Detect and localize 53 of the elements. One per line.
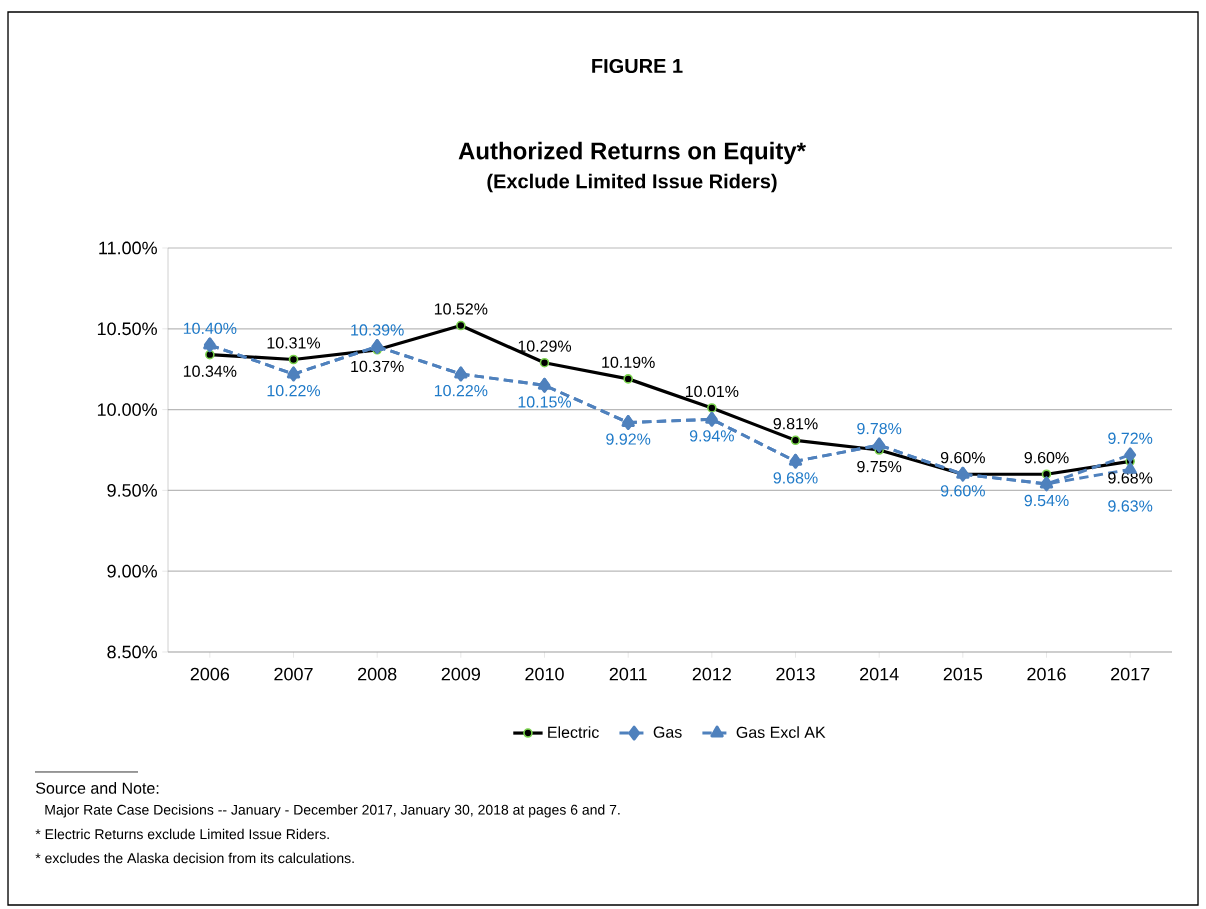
y-tick-label: 11.00% — [99, 241, 157, 255]
data-label: 9.94% — [689, 430, 734, 442]
caption: FIGURE 1 — [592, 58, 683, 74]
data-label: 10.22% — [434, 384, 488, 397]
data-label: 9.60% — [940, 485, 985, 497]
data-label: 9.75% — [857, 460, 902, 473]
text: * excludes the Alaska decision from its calculations. — [35, 852, 354, 864]
data-label: 10.37% — [351, 360, 404, 373]
x-tick-label: 2015 — [943, 667, 983, 681]
data-label: 10.22% — [267, 384, 321, 397]
x-tick-label: 2010 — [525, 667, 564, 681]
x-tick-label: 2006 — [190, 667, 230, 681]
y-tick-label: 9.00% — [107, 564, 157, 578]
legend-label: Gas Excl AK — [736, 726, 826, 738]
data-label: 10.15% — [518, 396, 572, 408]
data-label: 9.92% — [606, 433, 651, 445]
x-tick-label: 2007 — [274, 667, 313, 681]
data-label: 10.19% — [602, 356, 655, 368]
y-tick-label: 10.00% — [97, 403, 157, 416]
data-label: 9.78% — [857, 422, 902, 435]
text: Major Rate Case Decisions -- January - December 2017, January 30, 2018 at pages 6 and 7. — [45, 804, 620, 818]
data-label: 9.60% — [940, 451, 985, 464]
y-tick-label: 8.50% — [107, 645, 157, 659]
data-label: 10.39% — [351, 324, 404, 336]
x-tick-label: 2012 — [692, 667, 731, 681]
data-label: 9.60% — [1024, 451, 1069, 464]
x-tick-label: 2014 — [860, 667, 899, 681]
data-label: 9.54% — [1024, 494, 1069, 507]
data-label: 10.52% — [434, 303, 488, 315]
data-label: 9.68% — [1108, 472, 1153, 484]
data-label: 9.68% — [773, 472, 818, 484]
chart-subtitle: (Exclude Limited Issue Riders) — [487, 173, 777, 193]
text: * Electric Returns exclude Limited Issue Riders. — [35, 828, 329, 840]
x-tick-label: 2008 — [358, 667, 397, 681]
x-tick-label: 2011 — [609, 667, 647, 681]
x-tick-label: 2009 — [441, 667, 480, 681]
x-tick-label: 2017 — [1111, 667, 1150, 681]
data-label: 10.31% — [267, 337, 321, 349]
data-label: 9.81% — [773, 418, 818, 430]
source-note: Source and Note: — [36, 782, 159, 794]
data-label: 10.34% — [183, 365, 237, 377]
data-label: 9.63% — [1108, 500, 1153, 512]
data-label: 9.72% — [1108, 432, 1153, 444]
data-label: 10.40% — [183, 322, 237, 335]
chart-title: Authorized Returns on Equity* — [458, 141, 806, 165]
y-tick-label: 9.50% — [107, 484, 157, 497]
legend-label: Gas — [653, 726, 682, 738]
x-tick-label: 2013 — [776, 667, 815, 681]
y-tick-label: 10.50% — [97, 322, 157, 336]
legend-label: Electric — [548, 726, 599, 738]
x-tick-label: 2016 — [1027, 667, 1066, 681]
data-label: 10.01% — [685, 385, 739, 398]
data-label: 10.29% — [518, 340, 572, 352]
